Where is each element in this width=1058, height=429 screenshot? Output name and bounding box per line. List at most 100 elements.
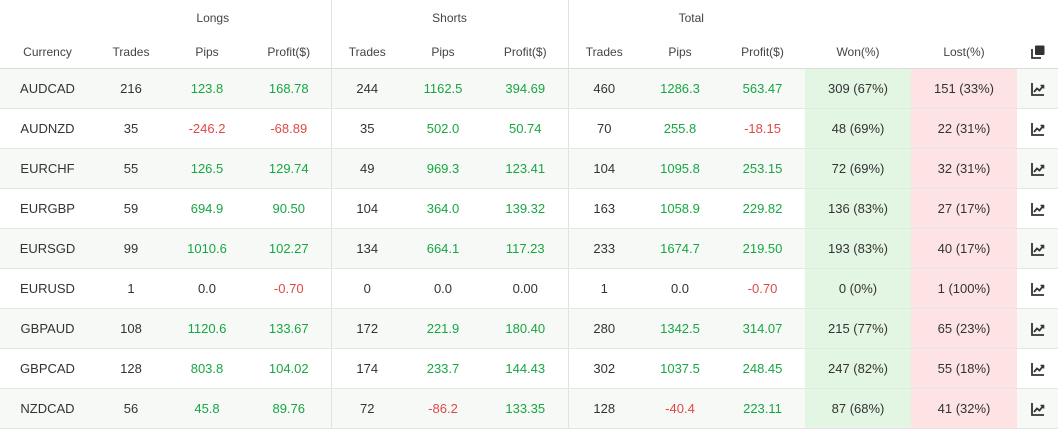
row-total-trades: 233	[568, 228, 640, 269]
chart-line-icon[interactable]	[1030, 281, 1046, 297]
row-total-profit: -18.15	[720, 108, 805, 149]
row-shorts-profit: 123.41	[483, 148, 569, 189]
row-total-profit: -0.70	[720, 268, 805, 309]
row-currency: AUDNZD	[0, 108, 95, 149]
row-longs-profit: -68.89	[247, 108, 332, 149]
row-longs-pips: 45.8	[167, 388, 247, 429]
table-row: AUDNZD 35 -246.2 -68.89 35 502.0 50.74 70 255.8-…	[0, 108, 1058, 149]
row-total-pips: 1286.3	[640, 68, 720, 109]
row-shorts-trades: 134	[331, 228, 403, 269]
col-shorts-pips[interactable]: Pips	[403, 35, 483, 69]
row-chart-button[interactable]	[1017, 268, 1058, 309]
row-longs-trades: 216	[95, 68, 167, 109]
row-lost: 32 (31%)	[911, 148, 1017, 189]
chart-line-icon[interactable]	[1030, 81, 1046, 97]
row-longs-trades: 108	[95, 308, 167, 349]
chart-line-icon[interactable]	[1030, 401, 1046, 417]
table-row: GBPCAD 128 803.8 104.02 174 233.7 144.43 302 103…	[0, 348, 1058, 389]
row-total-pips: 1342.5	[640, 308, 720, 349]
row-shorts-pips: -86.2	[403, 388, 483, 429]
col-shorts-trades[interactable]: Trades	[331, 35, 403, 69]
row-longs-profit: 90.50	[247, 188, 332, 229]
row-currency: AUDCAD	[0, 68, 95, 109]
row-longs-trades: 35	[95, 108, 167, 149]
row-total-trades: 128	[568, 388, 640, 429]
row-lost: 1 (100%)	[911, 268, 1017, 309]
row-shorts-profit: 50.74	[483, 108, 569, 149]
row-shorts-pips: 1162.5	[403, 68, 483, 109]
row-total-trades: 163	[568, 188, 640, 229]
row-shorts-trades: 35	[331, 108, 403, 149]
row-chart-button[interactable]	[1017, 308, 1058, 349]
row-chart-button[interactable]	[1017, 348, 1058, 389]
row-currency: EURSGD	[0, 228, 95, 269]
row-chart-button[interactable]	[1017, 148, 1058, 189]
col-longs-profit[interactable]: Profit($)	[247, 35, 332, 69]
col-lost[interactable]: Lost(%)	[911, 35, 1017, 69]
row-longs-profit: 104.02	[247, 348, 332, 389]
row-shorts-profit: 180.40	[483, 308, 569, 349]
row-lost: 41 (32%)	[911, 388, 1017, 429]
col-total-pips[interactable]: Pips	[640, 35, 720, 69]
row-currency: EURGBP	[0, 188, 95, 229]
copy-icon[interactable]	[1030, 44, 1046, 60]
row-longs-pips: 694.9	[167, 188, 247, 229]
row-shorts-profit: 139.32	[483, 188, 569, 229]
table-row: AUDCAD 216 123.8 168.78 244 1162.5 394.69 460 12…	[0, 68, 1058, 109]
row-total-trades: 460	[568, 68, 640, 109]
row-chart-button[interactable]	[1017, 108, 1058, 149]
row-shorts-profit: 0.00	[483, 268, 569, 309]
chart-line-icon[interactable]	[1030, 321, 1046, 337]
row-chart-button[interactable]	[1017, 228, 1058, 269]
row-total-trades: 1	[568, 268, 640, 309]
row-shorts-profit: 394.69	[483, 68, 569, 109]
row-lost: 151 (33%)	[911, 68, 1017, 109]
col-currency[interactable]: Currency	[0, 35, 95, 69]
col-won[interactable]: Won(%)	[805, 35, 911, 69]
row-total-profit: 253.15	[720, 148, 805, 189]
row-total-pips: 0.0	[640, 268, 720, 309]
row-won: 0 (0%)	[805, 268, 911, 309]
row-shorts-pips: 364.0	[403, 188, 483, 229]
chart-line-icon[interactable]	[1030, 201, 1046, 217]
row-shorts-pips: 221.9	[403, 308, 483, 349]
row-longs-pips: 126.5	[167, 148, 247, 189]
col-total-profit[interactable]: Profit($)	[720, 35, 805, 69]
row-chart-button[interactable]	[1017, 188, 1058, 229]
row-chart-button[interactable]	[1017, 388, 1058, 429]
row-shorts-pips: 969.3	[403, 148, 483, 189]
group-total: Total	[678, 11, 704, 25]
row-currency: EURCHF	[0, 148, 95, 189]
row-shorts-trades: 72	[331, 388, 403, 429]
chart-line-icon[interactable]	[1030, 241, 1046, 257]
row-longs-trades: 1	[95, 268, 167, 309]
row-lost: 55 (18%)	[911, 348, 1017, 389]
row-shorts-trades: 172	[331, 308, 403, 349]
chart-line-icon[interactable]	[1030, 161, 1046, 177]
col-longs-pips[interactable]: Pips	[167, 35, 247, 69]
row-longs-trades: 128	[95, 348, 167, 389]
row-total-profit: 219.50	[720, 228, 805, 269]
row-shorts-trades: 174	[331, 348, 403, 389]
chart-line-icon[interactable]	[1030, 121, 1046, 137]
row-total-profit: 563.47	[720, 68, 805, 109]
row-shorts-trades: 0	[331, 268, 403, 309]
row-longs-profit: 102.27	[247, 228, 332, 269]
row-lost: 65 (23%)	[911, 308, 1017, 349]
row-won: 72 (69%)	[805, 148, 911, 189]
row-chart-button[interactable]	[1017, 68, 1058, 109]
row-shorts-pips: 502.0	[403, 108, 483, 149]
row-shorts-pips: 0.0	[403, 268, 483, 309]
chart-line-icon[interactable]	[1030, 361, 1046, 377]
row-lost: 27 (17%)	[911, 188, 1017, 229]
row-won: 247 (82%)	[805, 348, 911, 389]
table-row: EURSGD 99 1010.6 102.27 134 664.1 117.23 233 167…	[0, 228, 1058, 269]
row-total-pips: 255.8	[640, 108, 720, 149]
row-won: 309 (67%)	[805, 68, 911, 109]
row-shorts-profit: 117.23	[483, 228, 569, 269]
row-total-trades: 104	[568, 148, 640, 189]
col-total-trades[interactable]: Trades	[568, 35, 640, 69]
col-longs-trades[interactable]: Trades	[95, 35, 167, 69]
col-shorts-profit[interactable]: Profit($)	[483, 35, 569, 69]
copy-button[interactable]	[1017, 35, 1058, 69]
